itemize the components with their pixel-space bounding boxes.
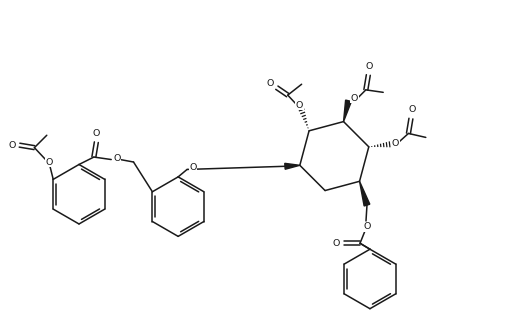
Polygon shape: [343, 100, 350, 122]
Text: O: O: [350, 94, 358, 103]
Text: O: O: [113, 154, 121, 163]
Text: O: O: [189, 163, 196, 172]
Text: O: O: [365, 61, 372, 71]
Text: O: O: [266, 79, 273, 88]
Text: O: O: [9, 141, 16, 150]
Text: O: O: [295, 100, 302, 110]
Text: O: O: [408, 105, 415, 114]
Polygon shape: [359, 181, 369, 206]
Text: O: O: [363, 222, 370, 232]
Text: O: O: [92, 129, 100, 138]
Text: O: O: [391, 139, 398, 148]
Text: O: O: [45, 158, 53, 167]
Polygon shape: [284, 163, 299, 169]
Text: O: O: [332, 239, 339, 248]
